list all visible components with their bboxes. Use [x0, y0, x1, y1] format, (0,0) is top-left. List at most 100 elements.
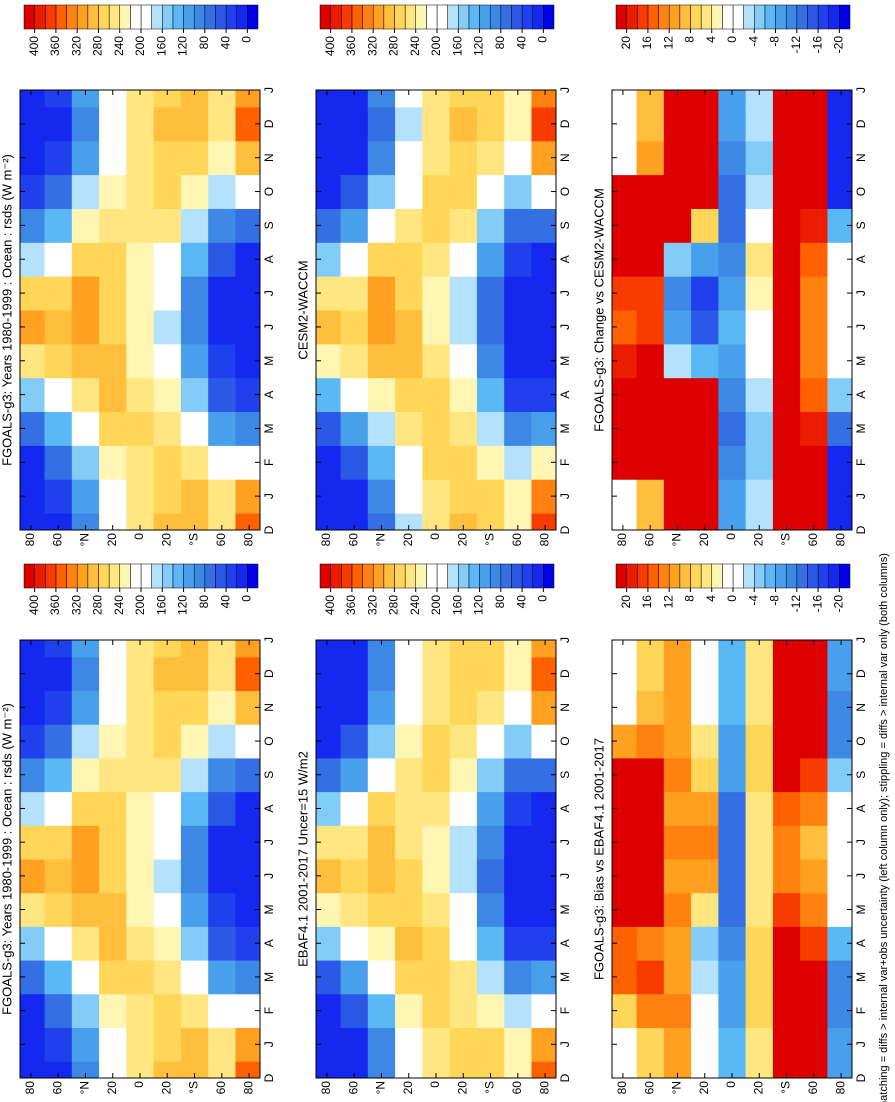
cell: [99, 960, 127, 995]
cell: [800, 242, 828, 277]
cell: [745, 926, 774, 961]
cell: [208, 791, 236, 826]
cell: [772, 859, 801, 894]
colorbar-box: [34, 4, 46, 30]
cell: [745, 377, 774, 413]
cell: [772, 310, 801, 345]
cell: [663, 242, 692, 277]
cell: [71, 926, 100, 961]
colorbar-box: [817, 4, 829, 30]
cell: [44, 513, 73, 530]
colorbar-box: [807, 563, 819, 589]
cell: [44, 411, 73, 446]
cell: [126, 724, 155, 759]
cell: [718, 825, 747, 860]
cell: [20, 1061, 46, 1078]
cell: [126, 310, 155, 345]
cell: [367, 757, 396, 793]
cell: [44, 310, 73, 345]
cell: [663, 724, 692, 759]
cell: [772, 90, 801, 108]
colorbar-label: 12: [661, 36, 675, 50]
cell: [636, 343, 665, 379]
colorbar-box: [775, 4, 787, 30]
cell: [449, 892, 478, 927]
colorbar-box: [690, 4, 702, 30]
cell: [180, 892, 209, 927]
cell: [504, 926, 532, 961]
x-tick-label: J: [262, 324, 276, 330]
cell: [476, 892, 505, 927]
colorbar-label: 400: [323, 595, 337, 615]
cell: [476, 411, 505, 446]
colorbar-box: [319, 4, 331, 30]
colorbar-box: [615, 563, 627, 589]
x-tick-label: S: [262, 221, 276, 229]
cell: [663, 411, 692, 446]
cell: [367, 960, 396, 995]
colorbar-box: [732, 563, 744, 589]
cell: [476, 960, 505, 995]
colorbar-box: [130, 4, 142, 30]
cell: [800, 1027, 828, 1062]
colorbar-box: [479, 563, 491, 589]
cell: [772, 343, 801, 379]
x-tick-label: J: [854, 873, 868, 879]
cell: [180, 656, 209, 692]
cell: [718, 1061, 747, 1078]
cell: [153, 90, 182, 108]
x-tick-label: F: [558, 459, 572, 466]
cell: [663, 90, 692, 108]
colorbar-box: [647, 4, 659, 30]
y-tick-label: 20: [697, 533, 711, 547]
cell: [476, 757, 505, 793]
colorbar-box: [236, 4, 248, 30]
colorbar-label: 120: [472, 36, 486, 56]
colorbar-box: [426, 563, 438, 589]
cell: [745, 640, 774, 658]
cell: [153, 1061, 182, 1078]
y-tick-label: 20: [751, 1081, 765, 1095]
cell: [71, 757, 100, 793]
cell: [745, 140, 774, 176]
colorbar-box: [76, 4, 89, 30]
x-tick-label: J: [854, 1041, 868, 1047]
cell: [208, 106, 236, 142]
cell: [449, 242, 478, 277]
cell: [422, 656, 451, 692]
cell: [99, 757, 127, 793]
cell: [800, 174, 828, 209]
cell: [180, 140, 209, 176]
cell: [44, 174, 73, 209]
colorbar-box: [341, 563, 353, 589]
cell: [99, 640, 127, 658]
cell: [663, 690, 692, 725]
cell: [827, 1061, 852, 1078]
cell: [126, 276, 155, 311]
cell: [449, 343, 478, 379]
panel-title: FGOALS-g3: Years 1980-1999 : Ocean : rsd…: [0, 703, 14, 1015]
cell: [126, 174, 155, 209]
cell: [772, 640, 801, 658]
cell: [504, 276, 532, 311]
x-tick-label: A: [262, 804, 276, 812]
x-tick-label: D: [854, 669, 868, 678]
colorbar-box: [394, 563, 406, 589]
cell: [691, 140, 719, 176]
cell: [663, 1061, 692, 1078]
colorbar-box: [668, 563, 681, 589]
colorbar-label: 160: [450, 595, 464, 615]
y-tick-label: °S: [187, 1081, 201, 1094]
cell: [422, 859, 451, 894]
colorbar-label: 0: [536, 595, 550, 602]
cell: [99, 656, 127, 692]
cell: [208, 174, 236, 209]
cell: [99, 276, 127, 311]
colorbar-label: -8: [768, 36, 782, 47]
colorbar-box: [658, 563, 670, 589]
cell: [800, 208, 828, 243]
y-tick-label: 20: [751, 533, 765, 547]
cell: [827, 513, 852, 530]
cell: [367, 690, 396, 725]
